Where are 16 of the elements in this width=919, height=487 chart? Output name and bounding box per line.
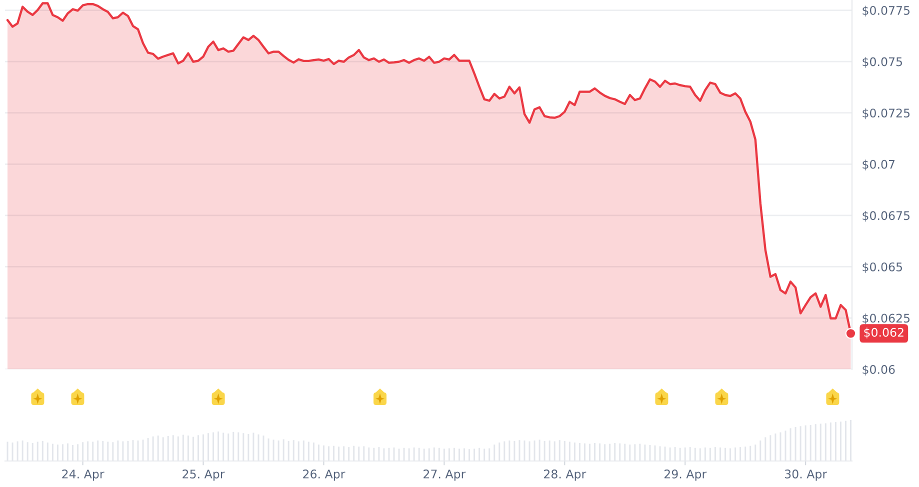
y-tick-label: $0.0675 xyxy=(862,210,910,222)
x-tick-label: 26. Apr xyxy=(303,470,346,481)
x-tick-label: 27. Apr xyxy=(424,470,466,481)
y-tick-label: $0.0625 xyxy=(862,314,910,324)
x-tick-label: 28. Apr xyxy=(544,470,586,481)
annotation: $0.062 xyxy=(864,328,904,338)
y-tick-label: $0.075 xyxy=(862,57,902,68)
x-tick-label: 30. Apr xyxy=(784,470,828,481)
x-tick-label: 25. Apr xyxy=(182,470,225,481)
y-tick-label: $0.06 xyxy=(862,364,895,376)
y-tick-label: $0.07 xyxy=(862,160,895,170)
x-tick-label: 29. Apr xyxy=(664,470,707,481)
y-tick-label: $0.0725 xyxy=(862,108,910,120)
y-tick-label: $0.065 xyxy=(862,262,902,273)
y-tick-label: $0.0775 xyxy=(862,6,910,16)
x-tick-label: 24. Apr xyxy=(62,470,104,481)
